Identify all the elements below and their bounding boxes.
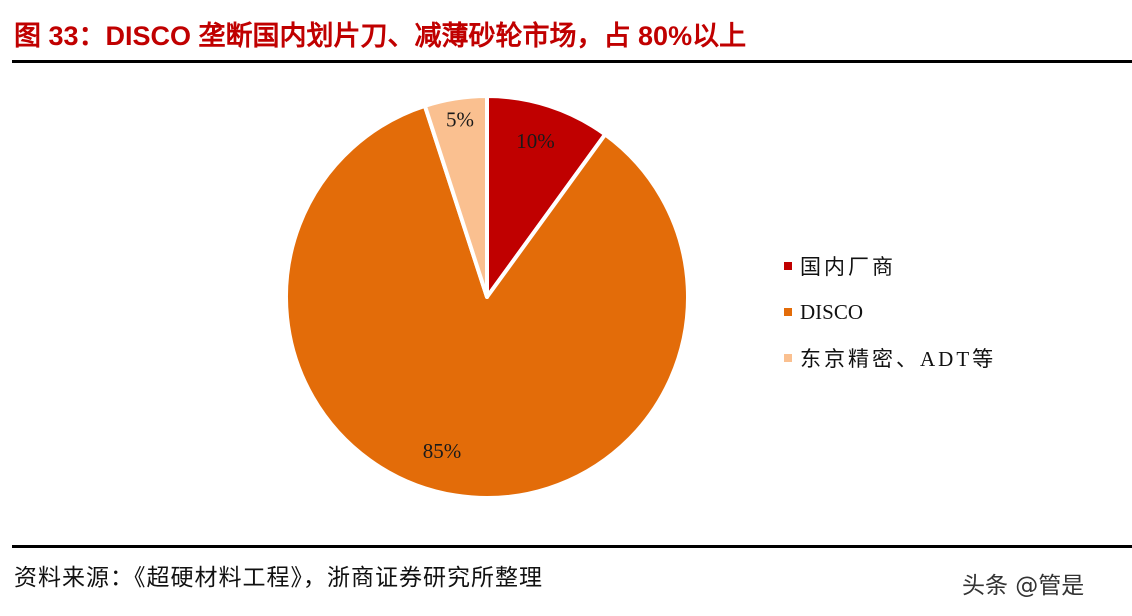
watermark: 头条 @管是 (962, 573, 1085, 599)
slice-others (422, 94, 489, 299)
slice-disco (284, 103, 690, 500)
legend-label: 东京精密、ADT等 (800, 347, 997, 371)
legend-swatch-others (784, 354, 792, 362)
legend-swatch-domestic (784, 262, 792, 270)
source-note: 资料来源：《超硬材料工程》，浙商证券研究所整理 (14, 565, 543, 591)
pie-slices (284, 94, 690, 500)
data-label: 5% (446, 107, 474, 131)
figure-title: 图 33：DISCO 垄断国内划片刀、减薄砂轮市场，占 80%以上 (14, 21, 747, 51)
legend-label: 国内厂商 (800, 255, 896, 279)
title-divider (12, 60, 1132, 63)
data-label: 85% (423, 439, 462, 463)
legend-item-others: 东京精密、ADT等 (784, 335, 996, 381)
footer-divider (12, 545, 1132, 548)
pie-labels: 10% 85% 5% (423, 107, 555, 463)
legend-item-disco: DISCO (784, 289, 996, 335)
legend-item-domestic: 国内厂商 (784, 243, 996, 289)
legend: 国内厂商 DISCO 东京精密、ADT等 (784, 243, 996, 381)
slice-domestic (485, 94, 608, 299)
legend-swatch-disco (784, 308, 792, 316)
data-label: 10% (516, 129, 555, 153)
legend-label: DISCO (800, 299, 864, 324)
